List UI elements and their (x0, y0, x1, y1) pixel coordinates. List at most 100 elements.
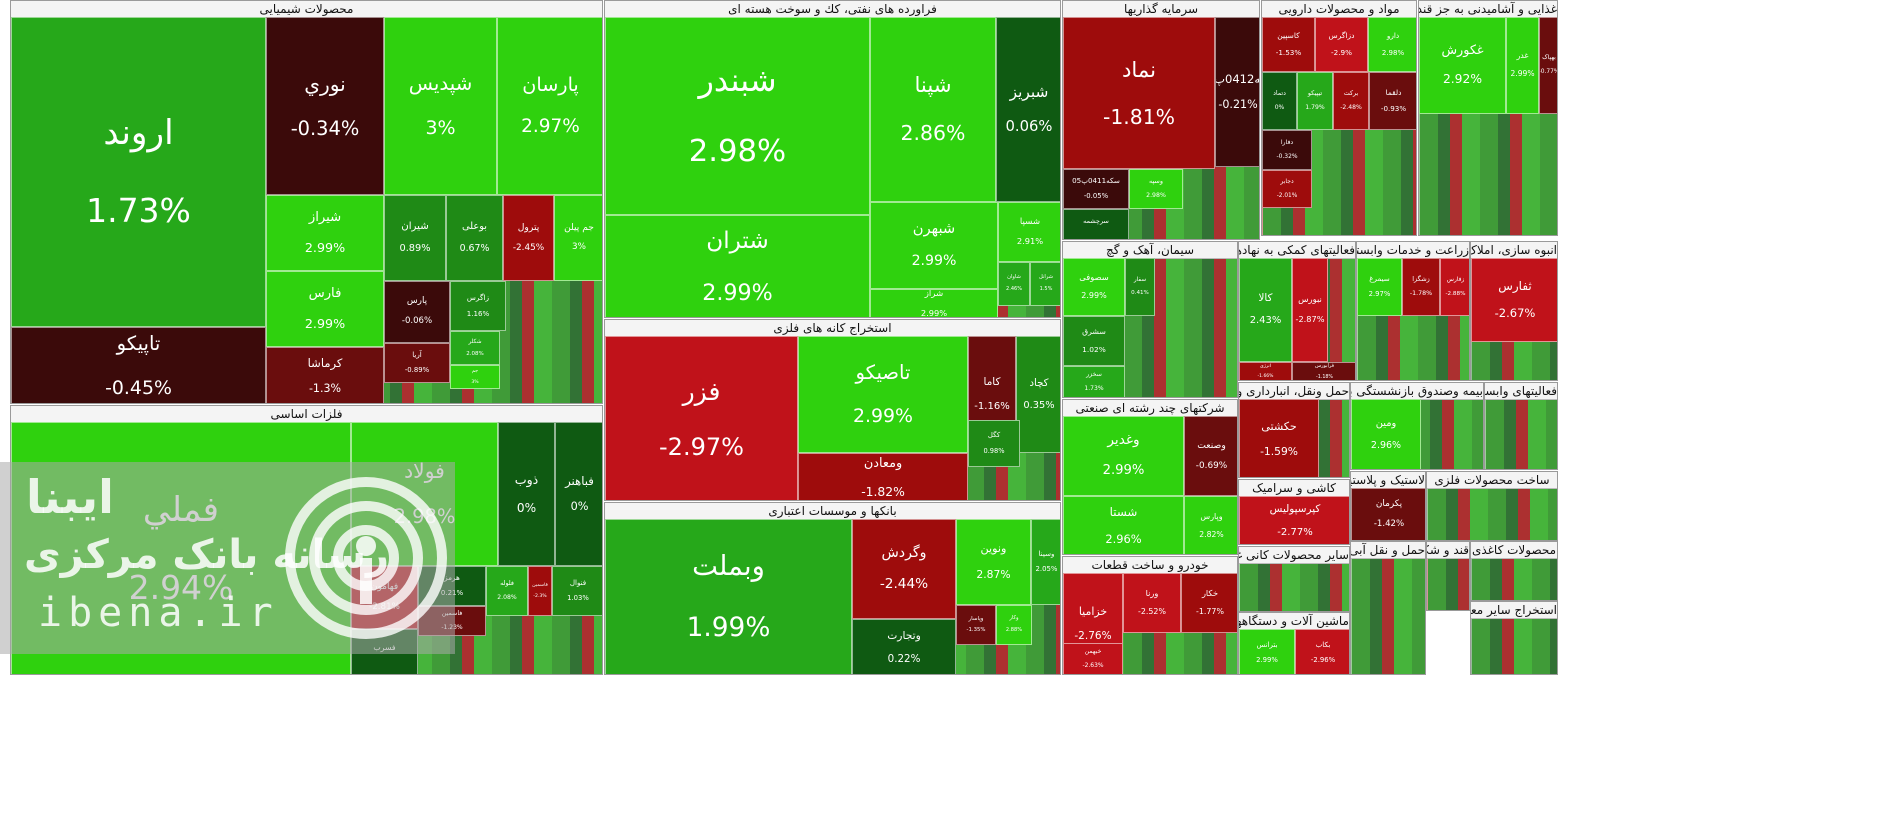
sector-14[interactable]: کاشی و سرامیک کپرسپولیس -2.77% (1238, 479, 1350, 545)
stock-tile[interactable]: شتران 2.99% (605, 215, 870, 317)
stock-tile[interactable]: نوري -0.34% (266, 17, 384, 195)
stock-tile[interactable]: وکار 2.88% (996, 605, 1032, 645)
stock-tile[interactable]: دجابر -2.01% (1262, 170, 1312, 208)
stock-tile[interactable]: غدر 2.99% (1506, 17, 1539, 114)
stock-tile[interactable]: دزاگرس -2.9% (1315, 17, 1368, 72)
stock-tile[interactable]: ورنا -2.52% (1123, 573, 1181, 633)
stock-tile[interactable]: شراز 2.99% (870, 289, 998, 317)
stock-tile[interactable]: فنوال 1.03% (552, 566, 602, 616)
stock-tile[interactable]: کگل 0.98% (968, 420, 1020, 467)
stock-tile[interactable]: سخزر 1.73% (1063, 366, 1125, 397)
stock-tile[interactable]: ومین 2.96% (1351, 399, 1421, 469)
sector-0[interactable]: محصولات شیمیایی اروند 1.73% نوري -0.34% شپدیس… (10, 0, 603, 404)
sector-9[interactable]: فعالیتهای کمکی به نهادهای مالی واسط کالا 2… (1238, 241, 1356, 381)
stock-tile[interactable]: فباهنر 0% (555, 422, 602, 566)
stock-tile[interactable]: پارس -0.06% (384, 281, 450, 343)
stock-tile[interactable]: شبریز 0.06% (996, 17, 1060, 202)
stock-tile[interactable]: وغدیر 2.99% (1063, 416, 1184, 496)
stock-tile[interactable]: کپرسپولیس -2.77% (1239, 496, 1349, 544)
stock-tile[interactable]: جم 3% (450, 365, 500, 389)
stock-tile[interactable]: شرانل 1.5% (1030, 262, 1060, 306)
stock-tile[interactable]: انرژی -1.66% (1239, 362, 1292, 380)
stock-tile[interactable]: وسینا 2.05% (1031, 519, 1060, 605)
sector-19[interactable]: فعالیتهای وابسته به حمل و نقل (1484, 382, 1558, 470)
stock-tile[interactable]: کالا 2.43% (1239, 258, 1292, 362)
stock-tile[interactable]: وصنعت -0.69% (1184, 416, 1237, 496)
stock-tile[interactable]: وپارس 2.82% (1184, 496, 1237, 554)
stock-tile[interactable]: شبهرن 2.99% (870, 202, 998, 289)
stock-tile[interactable]: زفارس -2.88% (1440, 258, 1469, 316)
stock-tile[interactable]: دتماد 0% (1262, 72, 1297, 130)
sector-20[interactable]: لاستیک و پلاستیک پکرمان -1.42% (1350, 471, 1426, 541)
sector-22[interactable]: قند و شکر (1426, 541, 1470, 611)
sector-3[interactable]: مواد و محصولات دارویی کاسپین -1.53% دزاگرس -… (1261, 0, 1417, 236)
stock-tile[interactable]: دلقما -0.93% (1369, 72, 1416, 130)
stock-tile[interactable]: سکه0412پ03 -0.21% (1215, 17, 1259, 167)
sector-12[interactable]: شرکتهای چند رشته ای صنعتی وغدیر 2.99% شستا 2… (1062, 399, 1238, 555)
sector-18[interactable]: بیمه وصندوق بازنشستگی به جز تامین اجتماع… (1350, 382, 1484, 470)
stock-tile[interactable]: شبندر 2.98% (605, 17, 870, 215)
sector-15[interactable]: خودرو و ساخت قطعات خزامیا -2.76% ورنا -2.52%… (1062, 556, 1238, 675)
stock-tile[interactable]: وگردش -2.44% (852, 519, 956, 619)
stock-tile[interactable]: شستا 2.96% (1063, 496, 1184, 554)
stock-tile[interactable]: برکت -2.48% (1333, 72, 1369, 130)
stock-tile[interactable]: شپدیس 3% (384, 17, 497, 195)
sector-13[interactable]: حمل ونقل، انبارداری و ارتباطات حکشتی -1.59… (1238, 382, 1350, 478)
sector-11[interactable]: انبوه سازی، املاک و مستغلات ثفارس -2.67% (1470, 241, 1558, 381)
stock-tile[interactable]: وسپه 2.98% (1129, 169, 1183, 209)
stock-tile[interactable]: اروند 1.73% (11, 17, 266, 327)
stock-tile[interactable]: وتجارت 0.22% (852, 619, 956, 674)
stock-tile[interactable]: خکار -1.77% (1181, 573, 1237, 633)
stock-tile[interactable]: وپاسار -1.35% (956, 605, 996, 645)
stock-tile[interactable]: حکشتی -1.59% (1239, 399, 1319, 477)
stock-tile[interactable]: فلوله 2.08% (486, 566, 528, 616)
stock-tile[interactable]: شسپا 2.91% (998, 202, 1060, 262)
stock-tile[interactable]: سصوفی 2.99% (1063, 258, 1125, 316)
stock-tile[interactable]: سکه0411پ05 -0.05% (1063, 169, 1129, 209)
stock-tile[interactable]: کرماشا -1.3% (266, 347, 384, 403)
sector-2[interactable]: سرمایه گذاریها نماد -1.81% سکه0412پ03 -0.21%… (1062, 0, 1260, 240)
sector-24[interactable]: استخراج سایر معادن (1470, 601, 1558, 675)
stock-tile[interactable]: شپنا 2.86% (870, 17, 996, 202)
stock-tile[interactable]: کچاد 0.35% (1016, 336, 1060, 453)
stock-tile[interactable]: فزر -2.97% (605, 336, 798, 500)
stock-tile[interactable]: فرابورس -1.18% (1292, 362, 1355, 380)
sector-16[interactable]: ماشین آلات و دستگاههای برقی بترانس 2.99% بک… (1238, 612, 1350, 675)
stock-tile[interactable]: بکاب -2.96% (1295, 629, 1349, 674)
stock-tile[interactable]: ونوین 2.87% (956, 519, 1031, 605)
stock-tile[interactable]: سشرق 1.02% (1063, 316, 1125, 366)
stock-tile[interactable]: دفارا -0.32% (1262, 130, 1312, 170)
stock-tile[interactable]: سرچشمه (1063, 209, 1129, 239)
stock-tile[interactable]: سیمرغ 2.97% (1357, 258, 1402, 316)
stock-tile[interactable]: شیران 0.89% (384, 195, 446, 281)
stock-tile[interactable]: پارسان 2.97% (497, 17, 602, 195)
stock-tile[interactable]: فارس 2.99% (266, 271, 384, 347)
sector-10[interactable]: زراعت و خدمات وابسته سیمرغ 2.97% زشگزا -1.78… (1356, 241, 1470, 381)
stock-tile[interactable]: جم پیلن 3% (554, 195, 602, 281)
stock-tile[interactable]: دارو 2.98% (1368, 17, 1416, 72)
stock-tile[interactable]: غکورش 2.92% (1419, 17, 1506, 114)
sector-21[interactable]: ساخت محصولات فلزی (1426, 471, 1558, 541)
sector-7[interactable]: بانكها و موسسات اعتباری وبملت 1.99% وگردش -2… (604, 502, 1061, 675)
stock-tile[interactable]: تاپیکو -0.45% (11, 327, 266, 403)
stock-tile[interactable]: سفار 0.41% (1125, 258, 1155, 316)
stock-tile[interactable]: کاسپین -1.53% (1262, 17, 1315, 72)
stock-tile[interactable]: ثفارس -2.67% (1471, 258, 1557, 342)
stock-tile[interactable]: فاسمین -2.3% (528, 566, 552, 616)
sector-5[interactable]: استخراج كانه های فلزی فزر -2.97% تاصیکو 2.99… (604, 319, 1061, 501)
sector-1[interactable]: فراورده های نفتی، كك و سوخت هسته ای شبندر… (604, 0, 1061, 318)
stock-tile[interactable]: شیراز 2.99% (266, 195, 384, 271)
stock-tile[interactable]: وبملت 1.99% (605, 519, 852, 674)
stock-tile[interactable]: نماد -1.81% (1063, 17, 1215, 169)
stock-tile[interactable]: خبهمن -2.63% (1063, 643, 1123, 674)
stock-tile[interactable]: ذوب 0% (498, 422, 555, 566)
stock-tile[interactable]: پکرمان -1.42% (1351, 488, 1425, 540)
stock-tile[interactable]: شاوان 2.46% (998, 262, 1030, 306)
stock-tile[interactable]: تیپیکو 1.79% (1297, 72, 1333, 130)
sector-17[interactable]: سایر محصولات کانی غیرفلزی (1238, 546, 1350, 612)
stock-tile[interactable]: زشگزا -1.78% (1402, 258, 1440, 316)
stock-tile[interactable]: ومعادن -1.82% (798, 453, 968, 500)
sector-8[interactable]: سیمان، آهک و گچ سصوفی 2.99% سفار 0.41% سشرق 1.… (1062, 241, 1238, 398)
stock-tile[interactable]: نبورس -2.87% (1292, 258, 1328, 362)
stock-tile[interactable]: آریا -0.89% (384, 343, 450, 383)
